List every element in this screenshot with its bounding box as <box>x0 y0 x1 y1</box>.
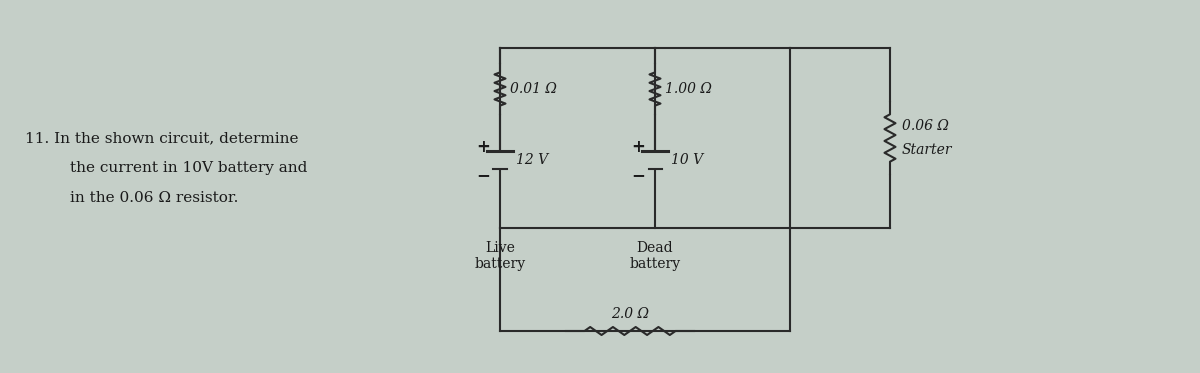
Text: 0.01 Ω: 0.01 Ω <box>510 82 557 96</box>
Text: the current in 10V battery and: the current in 10V battery and <box>70 161 307 175</box>
Text: 11. In the shown circuit, determine: 11. In the shown circuit, determine <box>25 131 299 145</box>
Text: −: − <box>631 166 644 184</box>
Text: 12 V: 12 V <box>516 153 548 167</box>
Text: 10 V: 10 V <box>671 153 703 167</box>
Text: 0.06 Ω: 0.06 Ω <box>902 119 949 133</box>
Text: −: − <box>476 166 490 184</box>
Text: Dead
battery: Dead battery <box>630 241 680 271</box>
Text: 1.00 Ω: 1.00 Ω <box>665 82 712 96</box>
Text: in the 0.06 Ω resistor.: in the 0.06 Ω resistor. <box>70 191 239 205</box>
Text: 2.0 Ω: 2.0 Ω <box>611 307 649 321</box>
Text: +: + <box>476 138 490 156</box>
Text: Live
battery: Live battery <box>474 241 526 271</box>
Text: +: + <box>631 138 644 156</box>
Text: Starter: Starter <box>902 143 953 157</box>
